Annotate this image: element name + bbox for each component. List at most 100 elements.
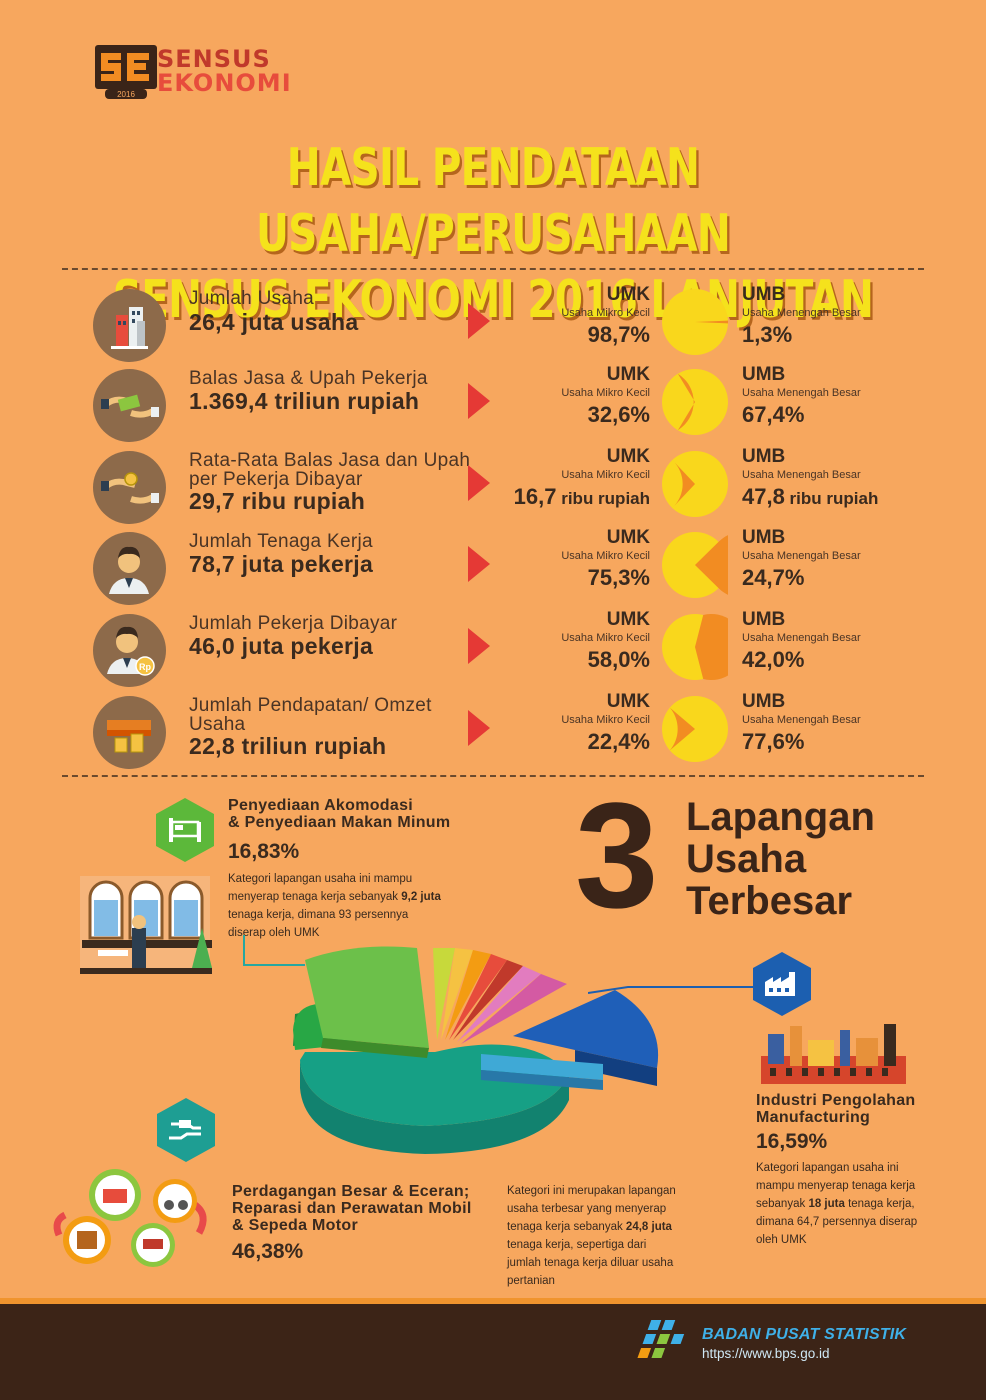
perdagangan-desc-line3-bold: 24,8 juta	[625, 1221, 672, 1233]
industri-desc-line4: dimana 64,7 persennya diserap	[756, 1216, 918, 1228]
industri-desc-line1: Kategori lapangan usaha ini	[756, 1162, 899, 1174]
umk-block: UMK Usaha Mikro Kecil 75,3%	[561, 528, 650, 592]
umk-code: UMK	[606, 609, 650, 630]
arrow-right-icon	[468, 465, 490, 501]
big-three-line1: Lapangan	[686, 795, 875, 839]
industri-title: Industri Pengolahan Manufacturing	[756, 1092, 916, 1126]
stat-value: 29,7 ribu rupiah	[189, 488, 366, 514]
umb-block: UMB Usaha Menengah Besar 24,7%	[742, 528, 861, 592]
factory-icon	[753, 952, 811, 1016]
umb-value: 1,3%	[742, 322, 793, 347]
umb-code: UMB	[742, 691, 786, 712]
pie-umk-slice	[672, 460, 695, 508]
akomodasi-title-line1: Penyediaan Akomodasi	[228, 797, 414, 814]
umk-code: UMK	[606, 527, 650, 548]
perdagangan-desc-line1: Kategori ini merupakan lapangan	[507, 1185, 676, 1197]
stat-row: Jumlah Pendapatan/ Omzet Usaha 22,8 trili…	[90, 692, 920, 772]
umb-block: UMB Usaha Menengah Besar 42,0%	[742, 610, 861, 674]
akomodasi-desc-line2-bold: 9,2 juta	[401, 891, 441, 903]
umk-block: UMK Usaha Mikro Kecil 98,7%	[561, 285, 650, 349]
umb-block: UMB Usaha Menengah Besar 67,4%	[742, 365, 861, 429]
umb-code: UMB	[742, 609, 786, 630]
stat-label: Rata-Rata Balas Jasa dan Upah per Pekerj…	[189, 450, 471, 490]
umk-sub: Usaha Mikro Kecil	[561, 469, 650, 481]
sensus-ekonomi-logo: 2016 SENSUS EKONOMI	[95, 45, 295, 100]
umb-value: 77,6%	[742, 729, 805, 754]
umk-umb-pie-chart	[662, 532, 776, 598]
logo-line2: EKONOMI	[157, 69, 292, 97]
bps-url-link[interactable]: https://www.bps.go.id	[702, 1346, 830, 1361]
umb-sub: Usaha Menengah Besar	[742, 469, 861, 481]
industri-desc-line3-text-c: tenaga kerja,	[844, 1198, 915, 1210]
perdagangan-title-line1: Perdagangan Besar & Eceran;	[232, 1183, 470, 1200]
umk-umb-pie-chart	[662, 289, 794, 355]
hotel-bed-icon	[156, 798, 214, 862]
building-icon	[93, 289, 166, 362]
umb-block: UMB Usaha Menengah Besar 1,3%	[742, 285, 861, 349]
umk-block: UMK Usaha Mikro Kecil 16,7 ribu rupiah	[514, 447, 650, 513]
umk-block: UMK Usaha Mikro Kecil 58,0%	[561, 610, 650, 674]
umk-value: 16,7 ribu rupiah	[513, 484, 650, 509]
stat-label: Balas Jasa & Upah Pekerja	[189, 368, 428, 389]
trade-handshake-icon	[157, 1098, 215, 1162]
industri-pct: 16,59%	[756, 1130, 828, 1153]
umk-sub: Usaha Mikro Kecil	[561, 307, 650, 319]
umk-code: UMK	[606, 446, 650, 467]
big-three-line2: Usaha	[686, 837, 807, 881]
arrow-right-icon	[468, 710, 490, 746]
stat-label: Jumlah Pekerja Dibayar	[189, 613, 398, 634]
umb-value: 24,7%	[742, 565, 805, 590]
stat-value: 22,8 triliun rupiah	[189, 733, 387, 759]
akomodasi-desc-line3: tenaga kerja, dimana 93 persennya	[228, 909, 409, 921]
bps-logo-icon	[637, 1320, 685, 1358]
stat-row: Balas Jasa & Upah Pekerja 1.369,4 triliun…	[90, 365, 920, 445]
umk-value: 22,4%	[587, 729, 650, 754]
umb-value: 67,4%	[742, 402, 805, 427]
umb-code: UMB	[742, 364, 786, 385]
umb-code: UMB	[742, 284, 786, 305]
title-line2: SENSUS EKONOMI 2016 LANJUTAN	[112, 270, 874, 330]
akomodasi-desc-line1: Kategori lapangan usaha ini mampu	[228, 873, 413, 885]
arrow-right-icon	[468, 546, 490, 582]
akomodasi-desc-line2-text: menyerap tenaga kerja sebanyak	[228, 891, 402, 903]
umk-umb-pie-chart	[662, 614, 745, 680]
pie-slice-akomodasi	[305, 946, 429, 1048]
stat-label: Jumlah Usaha	[189, 288, 315, 309]
umk-sub: Usaha Mikro Kecil	[561, 550, 650, 562]
industri-desc-line2: mampu menyerap tenaga kerja	[756, 1180, 916, 1192]
arrow-right-icon	[468, 383, 490, 419]
perdagangan-title-line3: & Sepeda Motor	[232, 1217, 358, 1234]
pie-slice-perdagangan-side	[300, 1060, 569, 1154]
umk-value: 98,7%	[587, 322, 650, 347]
perdagangan-desc-line3: tenaga kerja sebanyak 24,8 juta	[507, 1218, 676, 1236]
umb-block: UMB Usaha Menengah Besar 77,6%	[742, 692, 861, 756]
divider-middle	[62, 775, 924, 777]
se-logo-mark-icon: 2016	[95, 45, 157, 99]
umk-code: UMK	[606, 691, 650, 712]
umk-block: UMK Usaha Mikro Kecil 22,4%	[561, 692, 650, 756]
stat-row: Rata-Rata Balas Jasa dan Upah per Pekerj…	[90, 447, 920, 527]
stat-label: Jumlah Pendapatan/ Omzet Usaha	[189, 695, 432, 735]
perdagangan-desc: Kategori ini merupakan lapangan usaha te…	[507, 1182, 676, 1290]
akomodasi-title: Penyediaan Akomodasi & Penyediaan Makan …	[228, 797, 450, 831]
logo-text: SENSUS EKONOMI	[157, 47, 292, 95]
industri-desc-line5: oleh UMK	[756, 1234, 807, 1246]
worker-icon	[93, 532, 166, 605]
stat-row: Jumlah Tenaga Kerja 78,7 juta pekerja UMK U…	[90, 528, 920, 608]
umk-code: UMK	[606, 284, 650, 305]
sector-3d-pie-chart	[293, 946, 659, 1154]
umb-value: 47,8 ribu rupiah	[742, 484, 879, 509]
stat-value: 46,0 juta pekerja	[189, 633, 374, 659]
umb-sub: Usaha Menengah Besar	[742, 307, 861, 319]
divider-top	[62, 268, 924, 270]
umk-umb-pie-chart	[662, 369, 728, 435]
industri-title-line1: Industri Pengolahan	[756, 1092, 916, 1109]
industri-title-line2: Manufacturing	[756, 1109, 871, 1126]
perdagangan-pct: 46,38%	[232, 1240, 304, 1263]
title-line1: HASIL PENDATAAN USAHA/PERUSAHAAN	[255, 138, 731, 264]
umb-sub: Usaha Menengah Besar	[742, 387, 861, 399]
paid-worker-icon: Rp	[93, 614, 166, 687]
umk-value: 75,3%	[587, 565, 650, 590]
stat-row: Rp Jumlah Pekerja Dibayar 46,0 juta pekerj…	[90, 610, 920, 690]
umk-value: 58,0%	[587, 647, 650, 672]
